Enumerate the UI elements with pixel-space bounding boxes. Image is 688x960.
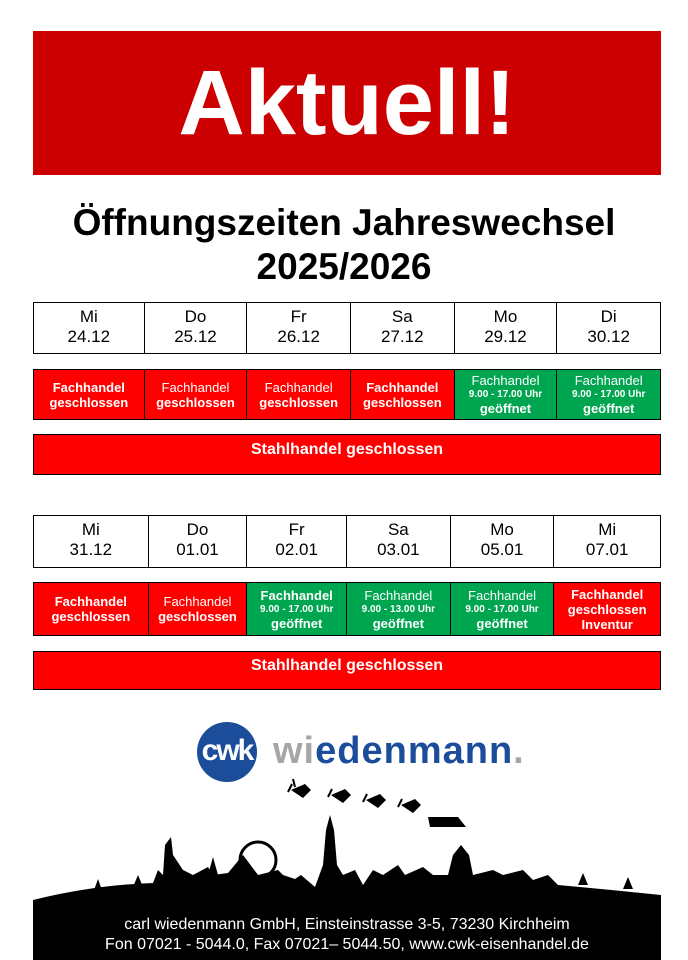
aktuell-banner: Aktuell! xyxy=(33,31,661,175)
day-cell: Sa 03.01 xyxy=(347,516,451,567)
status-dept: Fachhandel xyxy=(364,587,433,603)
status-cell: Fachhandel 9.00 - 17.00 Uhr geöffnet xyxy=(450,583,555,635)
day-date: 01.01 xyxy=(176,540,219,559)
status-dept: Fachhandel xyxy=(161,379,230,395)
day-cell: Do 25.12 xyxy=(145,303,248,353)
status-state: geöffnet xyxy=(479,401,532,416)
status-state: geschlossen xyxy=(567,601,647,617)
status-state: geschlossen xyxy=(156,394,235,410)
company-logo: cwk wiedenmann. xyxy=(197,722,524,782)
footer-address: carl wiedenmann GmbH, Einsteinstrasse 3-… xyxy=(124,916,570,933)
footer-contact: carl wiedenmann GmbH, Einsteinstrasse 3-… xyxy=(33,907,661,960)
day-of-week: Mo xyxy=(490,520,514,539)
status-state: geöffnet xyxy=(271,615,323,631)
status-state: geschlossen xyxy=(51,609,131,624)
day-date: 30.12 xyxy=(587,327,630,346)
day-date: 07.01 xyxy=(585,540,629,559)
status-hours: 9.00 - 13.00 Uhr xyxy=(361,603,436,615)
status-dept: Fachhandel xyxy=(163,594,232,609)
day-date: 26.12 xyxy=(277,327,320,346)
status-hours: 9.00 - 17.00 Uhr xyxy=(259,603,334,615)
wiedenmann-wordmark: wiedenmann. xyxy=(273,730,525,773)
day-of-week: Mi xyxy=(81,520,100,539)
week2-stahlhandel-bar: Stahlhandel geschlossen xyxy=(33,651,661,690)
day-date: 24.12 xyxy=(67,327,111,346)
status-hours: 9.00 - 17.00 Uhr xyxy=(465,603,539,615)
day-of-week: Mo xyxy=(493,307,518,326)
week2-status-row: Fachhandel geschlossen Fachhandel geschloss… xyxy=(33,582,661,636)
day-of-week: Mi xyxy=(79,307,98,326)
status-state: geschlossen xyxy=(259,394,339,410)
status-state: geöffnet xyxy=(372,615,424,631)
day-date: 25.12 xyxy=(174,327,217,346)
status-dept: Fachhandel xyxy=(574,373,643,388)
day-cell: Mo 29.12 xyxy=(455,303,558,353)
status-cell: Fachhandel 9.00 - 17.00 Uhr geöffnet xyxy=(557,370,660,419)
day-cell: Do 01.01 xyxy=(149,516,248,567)
day-date: 02.01 xyxy=(275,540,318,559)
day-cell: Mi 31.12 xyxy=(34,516,149,567)
day-cell: Mi 24.12 xyxy=(34,303,145,353)
day-of-week: Mi xyxy=(598,520,617,539)
status-state: geöffnet xyxy=(583,401,635,416)
christmas-skyline-illustration xyxy=(33,778,661,909)
day-date: 31.12 xyxy=(69,540,113,559)
status-dept: Fachhandel xyxy=(366,379,439,395)
day-cell: Fr 26.12 xyxy=(247,303,351,353)
status-cell: Fachhandel geschlossen xyxy=(148,583,248,635)
status-state: geschlossen xyxy=(158,609,237,624)
day-cell: Fr 02.01 xyxy=(247,516,348,567)
day-cell: Sa 27.12 xyxy=(351,303,455,353)
status-cell: Fachhandel 9.00 - 17.00 Uhr geöffnet xyxy=(454,370,558,419)
santa-sleigh-icon xyxy=(287,778,466,827)
status-dept: Fachhandel xyxy=(54,594,127,609)
status-cell: Fachhandel 9.00 - 17.00 Uhr geöffnet xyxy=(247,583,348,635)
day-date: 05.01 xyxy=(480,540,524,559)
day-date: 27.12 xyxy=(381,327,424,346)
day-of-week: Do xyxy=(184,307,207,326)
status-dept: Fachhandel xyxy=(471,373,540,388)
page-title: Öffnungszeiten Jahreswechsel xyxy=(72,202,616,243)
day-cell: Mo 05.01 xyxy=(451,516,555,567)
town-silhouette xyxy=(33,815,661,909)
wordmark-dot: . xyxy=(513,730,525,772)
status-state: geschlossen xyxy=(49,394,129,410)
day-of-week: Fr xyxy=(288,520,305,539)
cwk-logo-circle: cwk xyxy=(197,722,257,782)
day-of-week: Sa xyxy=(387,520,409,539)
day-date: 03.01 xyxy=(377,540,420,559)
day-of-week: Sa xyxy=(391,307,413,326)
status-cell: Fachhandel 9.00 - 13.00 Uhr geöffnet xyxy=(347,583,451,635)
status-hours: 9.00 - 17.00 Uhr xyxy=(468,389,543,400)
day-date: 29.12 xyxy=(484,327,527,346)
status-dept: Fachhandel xyxy=(571,586,644,602)
week2-days-row: Mi 31.12 Do 01.01 Fr 02.01 Sa 03.01 Mo 05.01 Mi 07.… xyxy=(33,515,661,568)
status-cell: Fachhandel geschlossen xyxy=(34,370,145,419)
status-dept: Fachhandel xyxy=(52,379,125,395)
day-of-week: Fr xyxy=(290,307,307,326)
footer-phone-web: Fon 07021 - 5044.0, Fax 07021– 5044.50, … xyxy=(105,936,589,953)
status-cell: Fachhandel geschlossen xyxy=(247,370,351,419)
day-of-week: Do xyxy=(186,520,209,539)
week1-days-row: Mi 24.12 Do 25.12 Fr 26.12 Sa 27.12 Mo 29.12 Di 30.… xyxy=(33,302,661,354)
status-state: geschlossen xyxy=(362,394,442,410)
status-cell: Fachhandel geschlossen xyxy=(144,370,248,419)
status-dept: Fachhandel xyxy=(260,587,333,603)
status-hours: 9.00 - 17.00 Uhr xyxy=(571,389,646,400)
wordmark-blue: edenmann xyxy=(315,730,514,772)
wordmark-gray: wi xyxy=(273,730,316,772)
status-dept: Fachhandel xyxy=(264,379,333,395)
day-of-week: Di xyxy=(600,307,617,326)
page-subtitle-year: 2025/2026 xyxy=(256,246,432,287)
day-cell: Di 30.12 xyxy=(557,303,660,353)
status-cell: Fachhandel geschlossen xyxy=(34,583,149,635)
day-cell: Mi 07.01 xyxy=(554,516,660,567)
status-state: geöffnet xyxy=(476,615,528,631)
status-cell: Fachhandel geschlossen xyxy=(350,370,455,419)
status-dept: Fachhandel xyxy=(468,587,536,603)
status-note: Inventur xyxy=(581,616,633,632)
week1-status-row: Fachhandel geschlossen Fachhandel geschloss… xyxy=(33,369,661,420)
week1-stahlhandel-bar: Stahlhandel geschlossen xyxy=(33,434,661,475)
status-cell: Fachhandel geschlossen Inventur xyxy=(554,583,661,635)
